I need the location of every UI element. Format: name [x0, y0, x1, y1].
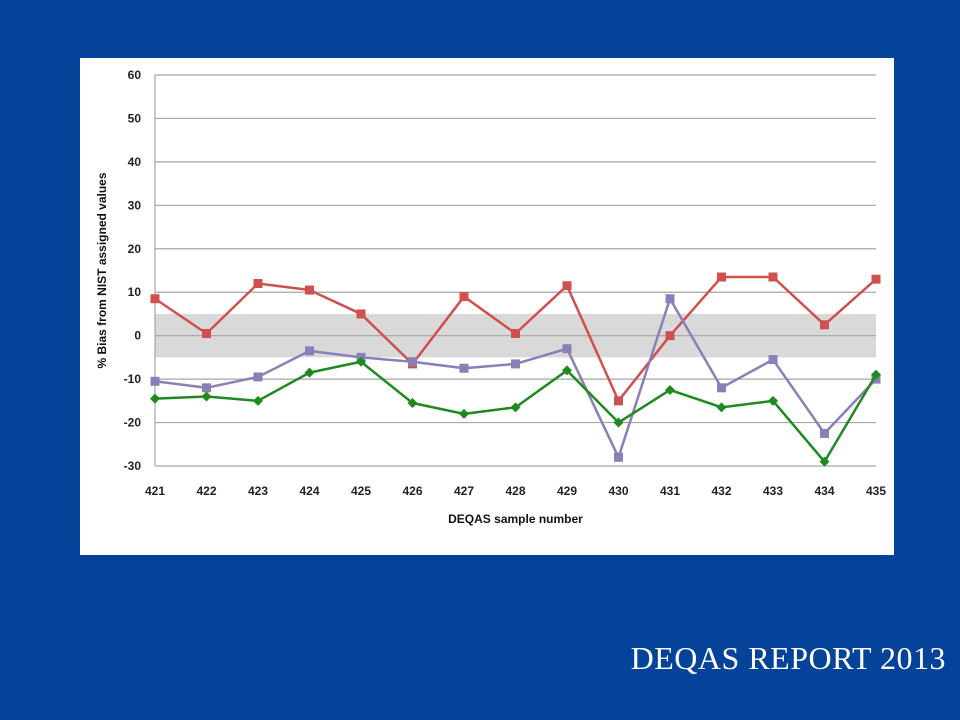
- data-point: [459, 292, 469, 302]
- data-point: [716, 402, 727, 413]
- data-point: [562, 281, 572, 291]
- data-point: [305, 285, 314, 295]
- x-tick-label: 427: [454, 484, 474, 498]
- report-footer-title: DEQAS REPORT 2013: [630, 640, 946, 676]
- y-tick-label: 0: [134, 329, 141, 343]
- data-point: [201, 391, 212, 402]
- series-group: [150, 272, 881, 467]
- x-tick-label: 423: [248, 484, 268, 498]
- x-tick-label: 430: [608, 484, 628, 498]
- data-point: [408, 357, 417, 367]
- y-tick-label: 10: [128, 285, 142, 299]
- y-tick-label: 60: [128, 68, 142, 82]
- data-point: [253, 372, 263, 382]
- x-tick-label: 434: [814, 484, 834, 498]
- data-point: [717, 272, 726, 282]
- data-point: [202, 328, 211, 338]
- x-tick-labels: 421 422 423 424 425 426 427 428 429 430 431 432 433 4…: [145, 484, 886, 498]
- data-point: [614, 452, 623, 462]
- y-tick-label: 30: [128, 198, 142, 212]
- x-tick-label: 431: [660, 484, 680, 498]
- data-point: [511, 359, 520, 369]
- data-point: [305, 346, 314, 356]
- data-point: [150, 376, 160, 386]
- data-point: [768, 272, 778, 282]
- x-tick-label: 421: [145, 484, 165, 498]
- data-point: [562, 365, 572, 376]
- data-point: [459, 363, 469, 373]
- data-point: [253, 395, 263, 406]
- y-tick-label: 20: [128, 242, 142, 256]
- x-tick-label: 433: [763, 484, 783, 498]
- data-point: [150, 294, 160, 304]
- x-tick-label: 422: [196, 484, 216, 498]
- data-point: [304, 367, 315, 378]
- series-1: [150, 272, 881, 406]
- data-point: [665, 294, 675, 304]
- y-tick-label: -30: [124, 459, 142, 473]
- series-3: [150, 356, 881, 467]
- data-point: [614, 396, 623, 406]
- y-tick-label: -10: [124, 372, 142, 386]
- data-point: [820, 428, 829, 438]
- data-point: [150, 393, 160, 404]
- data-point: [768, 355, 778, 365]
- data-point: [253, 279, 263, 289]
- data-point: [717, 383, 726, 393]
- data-point: [665, 331, 675, 341]
- series-2: [150, 294, 881, 462]
- data-point: [871, 369, 881, 380]
- y-axis-title: % Bias from NIST assigned values: [95, 172, 109, 368]
- y-tick-label: 40: [128, 155, 142, 169]
- data-point: [356, 309, 366, 319]
- chart-panel: 60 50 40 30 20 10 0 -10 -20 -30 421 422 423 424 425 42…: [80, 58, 894, 555]
- y-tick-label: -20: [124, 416, 142, 430]
- data-point: [356, 356, 366, 367]
- data-point: [768, 395, 778, 406]
- x-tick-label: 432: [711, 484, 731, 498]
- x-tick-label: 424: [299, 484, 319, 498]
- data-point: [562, 344, 572, 354]
- x-tick-label: 435: [866, 484, 886, 498]
- data-point: [511, 328, 520, 338]
- data-point: [202, 383, 211, 393]
- x-tick-label: 426: [402, 484, 422, 498]
- data-point: [665, 384, 675, 395]
- data-point: [510, 402, 521, 413]
- data-point: [871, 274, 881, 284]
- x-tick-label: 428: [505, 484, 525, 498]
- x-tick-label: 425: [351, 484, 371, 498]
- data-point: [820, 320, 829, 330]
- x-tick-label: 429: [557, 484, 577, 498]
- data-point: [819, 456, 830, 467]
- y-tick-label: 50: [128, 111, 142, 125]
- data-point: [407, 398, 418, 409]
- data-point: [613, 417, 624, 428]
- data-point: [459, 408, 469, 419]
- y-tick-labels: 60 50 40 30 20 10 0 -10 -20 -30: [124, 68, 142, 473]
- x-axis-title: DEQAS sample number: [448, 512, 583, 526]
